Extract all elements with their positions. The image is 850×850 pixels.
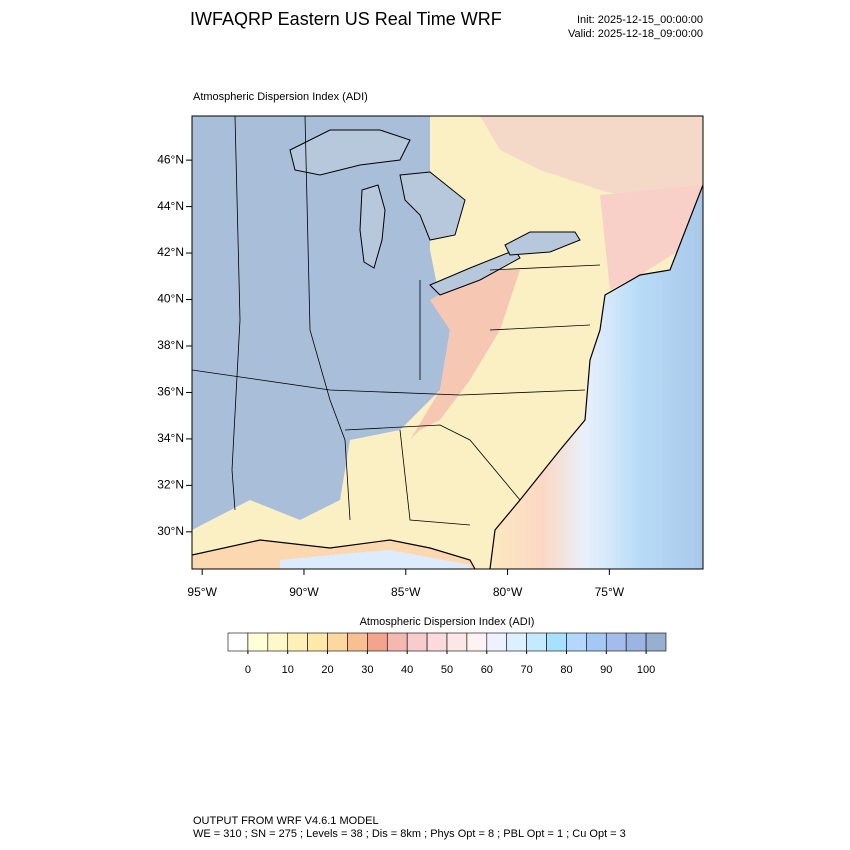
y-tick-label: 44°N bbox=[157, 199, 184, 213]
x-tick-label: 95°W bbox=[187, 585, 217, 599]
colorbar: 0 10 20 30 40 50 60 70 80 90 100 bbox=[227, 632, 667, 676]
colorbar-box bbox=[247, 632, 269, 652]
colorbar-box bbox=[546, 632, 567, 652]
colorbar-box bbox=[406, 632, 428, 652]
colorbar-tick-label: 0 bbox=[245, 664, 251, 676]
lake-michigan bbox=[359, 184, 386, 269]
colorbar-tick-label: 30 bbox=[361, 664, 373, 676]
lake-superior bbox=[289, 129, 411, 176]
footer-line: OUTPUT FROM WRF V4.6.1 MODEL bbox=[193, 815, 379, 827]
lake-huron bbox=[399, 171, 466, 241]
colorbar-title: Atmospheric Dispersion Index (ADI) bbox=[360, 616, 535, 628]
x-tick-label: 90°W bbox=[289, 585, 319, 599]
colorbar-box bbox=[446, 632, 468, 652]
colorbar-tick-label: 90 bbox=[600, 664, 612, 676]
colorbar-box bbox=[267, 632, 289, 652]
x-tick-label: 80°W bbox=[493, 585, 523, 599]
map-frame bbox=[191, 115, 704, 570]
colorbar-box bbox=[227, 632, 249, 652]
map-title: Atmospheric Dispersion Index (ADI) bbox=[193, 91, 368, 103]
land-north bbox=[480, 116, 703, 200]
lake-ontario bbox=[504, 231, 581, 256]
colorbar-tick-label: 40 bbox=[401, 664, 413, 676]
y-tick-label: 36°N bbox=[157, 385, 184, 399]
atlantic bbox=[490, 185, 703, 569]
colorbar-tick-label: 80 bbox=[560, 664, 572, 676]
colorbar-box bbox=[327, 632, 348, 652]
land-west bbox=[192, 116, 450, 530]
colorbar-box bbox=[566, 632, 587, 652]
colorbar-box bbox=[605, 632, 627, 652]
x-tick-label: 85°W bbox=[391, 585, 421, 599]
valid-time: Valid: 2025-12-18_09:00:00 bbox=[568, 28, 703, 40]
colorbar-tick-label: 10 bbox=[282, 664, 294, 676]
colorbar-tick-label: 100 bbox=[637, 664, 655, 676]
land-ne bbox=[600, 185, 703, 290]
y-tick-label: 32°N bbox=[157, 478, 184, 492]
colorbar-tick-label: 50 bbox=[441, 664, 453, 676]
colorbar-box bbox=[347, 632, 368, 652]
init-time: Init: 2025-12-15_00:00:00 bbox=[577, 14, 703, 26]
colorbar-box bbox=[307, 632, 328, 652]
state-borders bbox=[192, 116, 601, 526]
coastline bbox=[489, 184, 703, 569]
colorbar-box bbox=[287, 632, 308, 652]
lake-erie bbox=[429, 249, 521, 296]
colorbar-tick-label: 70 bbox=[521, 664, 533, 676]
colorbar-box bbox=[526, 632, 547, 652]
colorbar-box bbox=[625, 632, 647, 652]
y-tick-label: 42°N bbox=[157, 245, 184, 259]
colorbar-box bbox=[466, 632, 488, 652]
colorbar-tick-label: 20 bbox=[321, 664, 333, 676]
x-tick-label: 75°W bbox=[595, 585, 625, 599]
y-tick-label: 46°N bbox=[157, 152, 184, 166]
y-tick-label: 30°N bbox=[157, 524, 184, 538]
colorbar-box bbox=[486, 632, 508, 652]
colorbar-box bbox=[426, 632, 448, 652]
footer-line: WE = 310 ; SN = 275 ; Levels = 38 ; Dis … bbox=[193, 828, 626, 840]
land-band bbox=[410, 270, 520, 440]
y-tick-label: 34°N bbox=[157, 431, 184, 445]
colorbar-box bbox=[506, 632, 527, 652]
colorbar-box bbox=[586, 632, 607, 652]
colorbar-box bbox=[386, 632, 408, 652]
map-area bbox=[192, 116, 703, 569]
colorbar-box bbox=[367, 632, 388, 652]
gulf-deep bbox=[280, 550, 470, 569]
colorbar-box bbox=[645, 632, 667, 652]
gulf-coast bbox=[192, 539, 476, 569]
title: IWFAQRP Eastern US Real Time WRF bbox=[190, 9, 502, 29]
colorbar-tick-label: 60 bbox=[481, 664, 493, 676]
y-tick-label: 38°N bbox=[157, 338, 184, 352]
y-tick-label: 40°N bbox=[157, 292, 184, 306]
